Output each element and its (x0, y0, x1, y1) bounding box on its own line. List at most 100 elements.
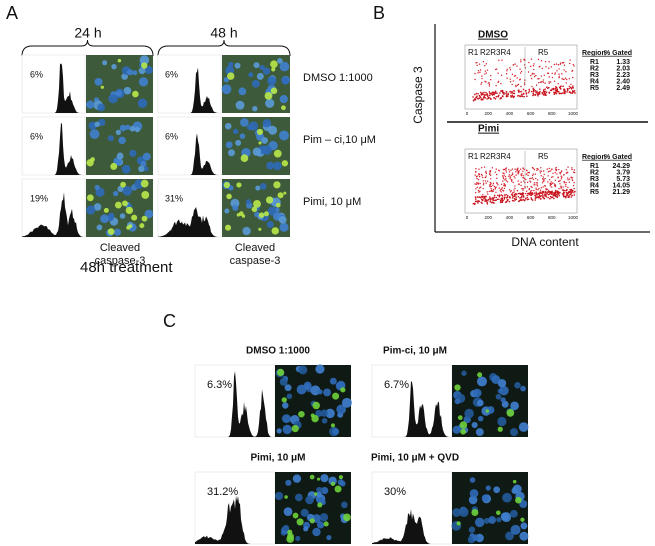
event (502, 180, 504, 182)
event (556, 70, 558, 72)
event (573, 192, 575, 194)
event (543, 179, 545, 181)
event (510, 180, 513, 182)
apoptotic-cell (330, 423, 335, 428)
event (498, 169, 500, 172)
event (518, 183, 521, 185)
event (544, 90, 546, 93)
event (561, 92, 564, 94)
event (522, 175, 524, 177)
event (566, 193, 569, 195)
event (565, 169, 568, 171)
event (523, 180, 525, 182)
event (494, 188, 497, 190)
apoptotic-cell (312, 401, 321, 410)
event (510, 174, 512, 177)
nucleus (108, 212, 115, 219)
event (541, 182, 544, 184)
event (499, 97, 502, 100)
event (533, 75, 536, 78)
event (529, 191, 532, 194)
nucleus (266, 221, 274, 229)
event (485, 63, 488, 65)
event (559, 85, 562, 88)
event (500, 82, 502, 85)
event (488, 85, 491, 87)
event (485, 176, 487, 179)
event (475, 188, 477, 190)
event (502, 189, 504, 192)
event (532, 68, 535, 71)
event (551, 76, 554, 79)
nucleus (227, 149, 235, 157)
event (515, 171, 517, 173)
table-cell: R5 (590, 85, 599, 92)
event (559, 62, 562, 64)
nucleus (259, 182, 267, 190)
event (484, 180, 487, 182)
event (548, 76, 550, 78)
table-cell: R4 (590, 182, 599, 189)
apoptotic-cell (264, 92, 273, 100)
event (532, 92, 535, 95)
event (570, 188, 573, 191)
event (573, 181, 575, 184)
event (558, 76, 560, 79)
event (526, 194, 529, 197)
event (542, 79, 545, 81)
apoptotic-cell (258, 212, 265, 218)
event (480, 83, 482, 85)
event (572, 90, 575, 93)
nucleus (235, 139, 242, 146)
event (555, 63, 558, 65)
event (500, 74, 503, 77)
nucleus (472, 534, 479, 541)
panel-title: Pimi, 10 μM + QVD (371, 453, 459, 464)
event (543, 74, 545, 77)
event (486, 98, 488, 100)
event (555, 169, 557, 172)
event (554, 72, 556, 74)
event (573, 194, 576, 196)
nucleus (93, 203, 102, 211)
event (484, 64, 486, 67)
event (487, 198, 490, 201)
event (478, 168, 480, 170)
nucleus (514, 382, 521, 389)
event (526, 196, 529, 199)
event (528, 188, 530, 191)
event (485, 171, 487, 174)
event (514, 185, 516, 187)
table-cell: R3 (590, 72, 599, 79)
event (522, 170, 524, 172)
event (564, 189, 566, 192)
event (563, 174, 565, 176)
event (568, 85, 571, 88)
axis-tick-label: 200 (484, 215, 492, 220)
event (478, 187, 481, 189)
event (493, 185, 496, 188)
event (490, 174, 492, 177)
apoptotic-cell (332, 392, 340, 400)
event (528, 88, 531, 91)
event (484, 97, 487, 99)
event (501, 175, 504, 177)
event (527, 171, 530, 174)
histogram-frame (21, 116, 86, 176)
event (529, 192, 532, 195)
event (534, 197, 537, 200)
event (568, 62, 571, 65)
event (559, 171, 561, 174)
event (480, 166, 483, 169)
table-cell: R5 (590, 189, 599, 196)
apoptotic-cell (103, 207, 109, 213)
event (534, 184, 536, 186)
event (556, 196, 559, 199)
event (572, 76, 574, 79)
event (473, 99, 475, 101)
nucleus (315, 364, 325, 374)
event (547, 181, 549, 183)
event (567, 88, 569, 91)
nucleus (223, 76, 230, 83)
event (517, 172, 520, 174)
